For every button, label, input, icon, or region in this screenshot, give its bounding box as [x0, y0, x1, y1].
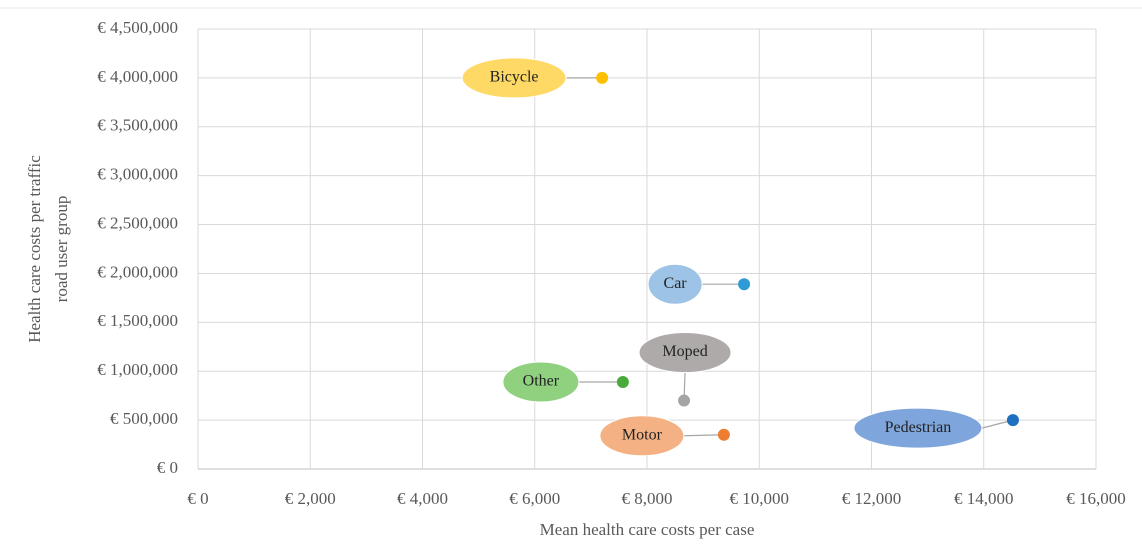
callout-bubble [461, 57, 567, 99]
y-tick-label: € 1,000,000 [97, 360, 178, 379]
callout-label: Moped [662, 343, 707, 360]
x-tick-label: € 8,000 [622, 489, 673, 508]
x-tick-label: € 0 [187, 489, 208, 508]
leader-line [683, 434, 724, 437]
callout-bubble [853, 407, 983, 449]
y-tick-label: € 1,500,000 [97, 311, 178, 330]
callout-bubble [502, 361, 580, 403]
point [738, 278, 751, 291]
point [616, 375, 629, 388]
point [678, 394, 691, 407]
callout-label: Car [664, 275, 688, 292]
y-axis-label: Health care costs per traffic road user … [25, 155, 71, 343]
callout-label: Bicycle [490, 69, 539, 86]
callout-bubble [599, 415, 685, 457]
callout-label: Motor [622, 426, 663, 443]
point [1006, 414, 1019, 427]
y-tick-label: € 2,000,000 [97, 262, 178, 281]
x-tick-label: € 4,000 [397, 489, 448, 508]
point [596, 71, 609, 84]
x-tick-label: € 16,000 [1066, 489, 1126, 508]
y-tick-label: € 0 [157, 458, 178, 477]
x-tick-label: € 14,000 [954, 489, 1014, 508]
x-tick-label: € 10,000 [730, 489, 790, 508]
y-tick-label: € 3,500,000 [97, 116, 178, 135]
x-axis-label: Mean health care costs per case [540, 520, 755, 539]
callout-label: Other [523, 373, 560, 390]
y-tick-label: € 2,500,000 [97, 213, 178, 232]
callout-label: Pedestrian [885, 419, 952, 436]
y-tick-label: € 4,500,000 [97, 18, 178, 37]
callout-bubble [638, 332, 732, 374]
y-axis-label-line: Health care costs per traffic [25, 155, 44, 343]
y-tick-label: € 4,000,000 [97, 67, 178, 86]
point [717, 428, 730, 441]
y-tick-label: € 3,000,000 [97, 165, 178, 184]
x-tick-label: € 6,000 [509, 489, 560, 508]
x-tick-label: € 12,000 [842, 489, 902, 508]
callout-bubble [647, 263, 703, 305]
x-tick-label: € 2,000 [285, 489, 336, 508]
y-tick-label: € 500,000 [110, 409, 178, 428]
y-axis-label-line: road user group [52, 196, 71, 303]
